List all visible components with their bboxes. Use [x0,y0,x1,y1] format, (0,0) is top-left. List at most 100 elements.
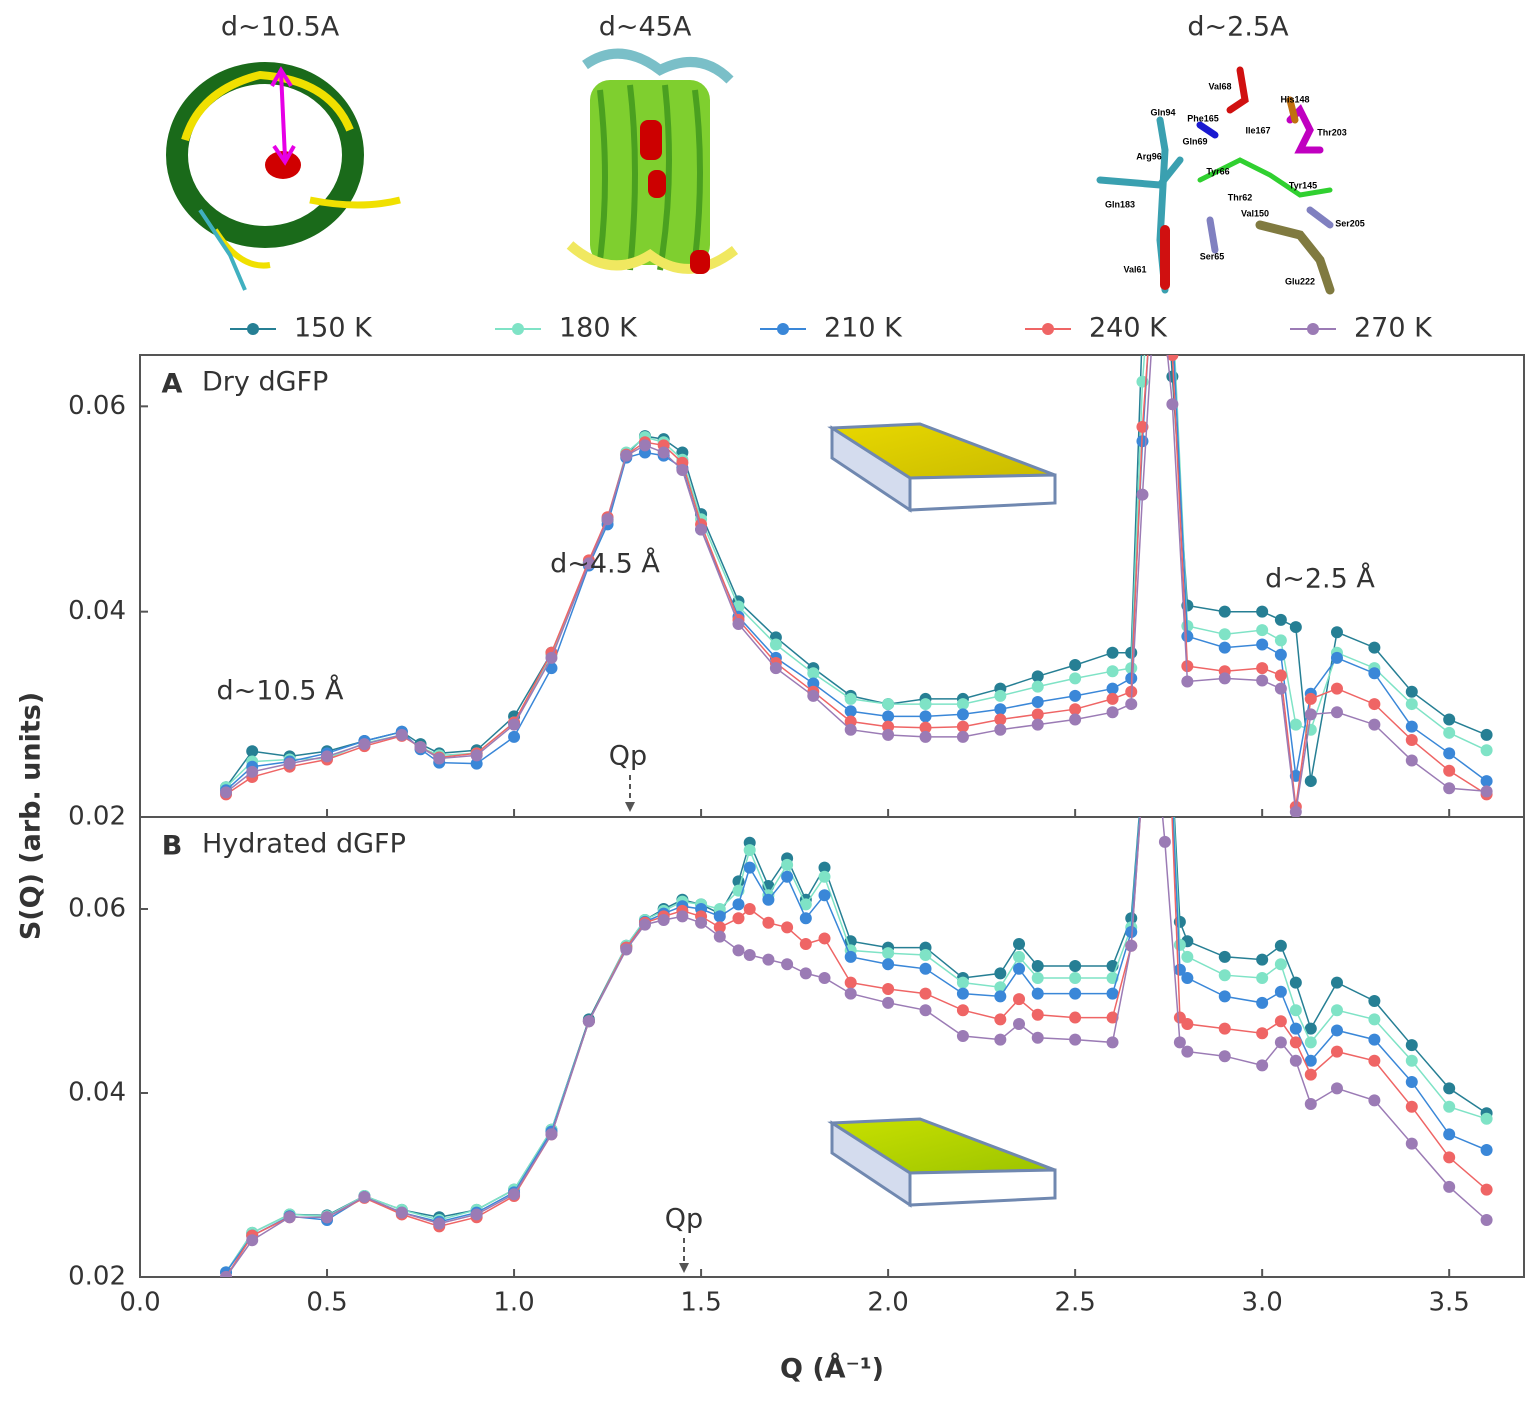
y-tick-label: 0.02 [68,802,126,832]
residue-label: Tyr145 [1289,180,1317,190]
data-point [1166,355,1179,361]
data-point [1368,1013,1381,1026]
residue-label: His148 [1280,94,1309,104]
legend-marker [247,323,259,335]
data-point [1368,667,1381,680]
data-point [1136,488,1149,501]
data-point [1443,1180,1456,1193]
data-point [1069,703,1082,716]
data-point [582,1015,595,1028]
data-point [1181,1018,1194,1030]
data-point [358,1190,371,1203]
data-point [956,987,969,1000]
data-point [818,889,831,902]
data-point [807,677,820,690]
panel-title: Dry dGFP [202,367,328,398]
data-point [1069,987,1082,1000]
data-point [1218,672,1231,685]
data-point [1330,976,1343,989]
data-point [1181,972,1194,984]
data-point [1069,972,1082,984]
data-point [1256,624,1269,637]
data-point [545,662,558,675]
data-point [1031,718,1044,731]
data-point [1069,1011,1082,1024]
data-point [220,1271,233,1277]
data-point [358,738,371,751]
data-point [1106,1036,1119,1049]
data-point [844,692,857,705]
annotation: d~4.5 Å [550,548,660,580]
data-point [994,723,1007,736]
data-point [769,638,782,651]
data-point [713,930,726,943]
data-point [582,557,595,570]
y-tick-label: 0.04 [68,1078,126,1108]
data-point [1480,1144,1493,1157]
data-point [1031,696,1044,709]
data-point [1330,1082,1343,1095]
data-point [994,981,1007,994]
data-point [1274,634,1287,647]
data-point [732,898,745,911]
data-point [844,705,857,718]
data-point [882,983,895,996]
legend-label: 210 K [824,313,903,344]
data-point [1125,698,1138,711]
data-point [1218,969,1231,982]
data-point [414,741,427,754]
data-point [713,910,726,923]
data-point [1158,835,1171,848]
data-point [1368,718,1381,731]
data-point [1218,605,1231,618]
data-point [1330,1024,1343,1037]
data-point [1031,1008,1044,1021]
annotation: d~10.5 Å [217,675,344,707]
data-point [601,513,614,526]
data-point [433,752,446,765]
data-point [882,698,895,711]
data-point [1144,673,1156,685]
data-point [762,953,775,966]
series-line [225,355,1488,791]
data-point [1405,734,1418,746]
data-point [1218,628,1231,641]
panel-title: Hydrated dGFP [202,829,406,860]
data-point [1289,1054,1302,1067]
data-point [1173,938,1186,951]
data-point [1181,675,1194,688]
data-point [1330,626,1343,639]
data-point [1304,692,1317,705]
data-point [1480,1183,1493,1196]
data-point [781,858,794,871]
residue-label: Tyr66 [1206,166,1229,176]
data-point [799,898,812,911]
residue-label: Glu222 [1285,276,1315,286]
data-point [1368,1054,1381,1067]
data-point [1173,963,1186,976]
data-point [1013,962,1026,975]
data-point [1031,680,1044,693]
data-point [638,439,651,452]
plot-area [220,355,1493,817]
data-point [732,912,745,925]
data-point [919,730,932,743]
data-point [732,617,745,630]
legend-marker [1307,323,1319,335]
data-point [762,916,775,929]
data-point [1031,708,1044,721]
data-point [1013,1018,1026,1030]
annotation: d~2.5 Å [1265,563,1375,595]
residue-label: Arg96 [1136,151,1162,161]
plot-area [220,673,1493,1277]
data-point [1256,1059,1269,1072]
data-point [844,987,857,1000]
legend-marker [1042,323,1054,335]
data-point [1256,996,1269,1009]
data-point [807,667,820,680]
data-point [1443,726,1456,739]
data-point [1181,660,1194,673]
inset-title: d~45A [599,12,692,43]
residue-label: Thr203 [1317,127,1347,137]
data-point [1256,674,1269,687]
